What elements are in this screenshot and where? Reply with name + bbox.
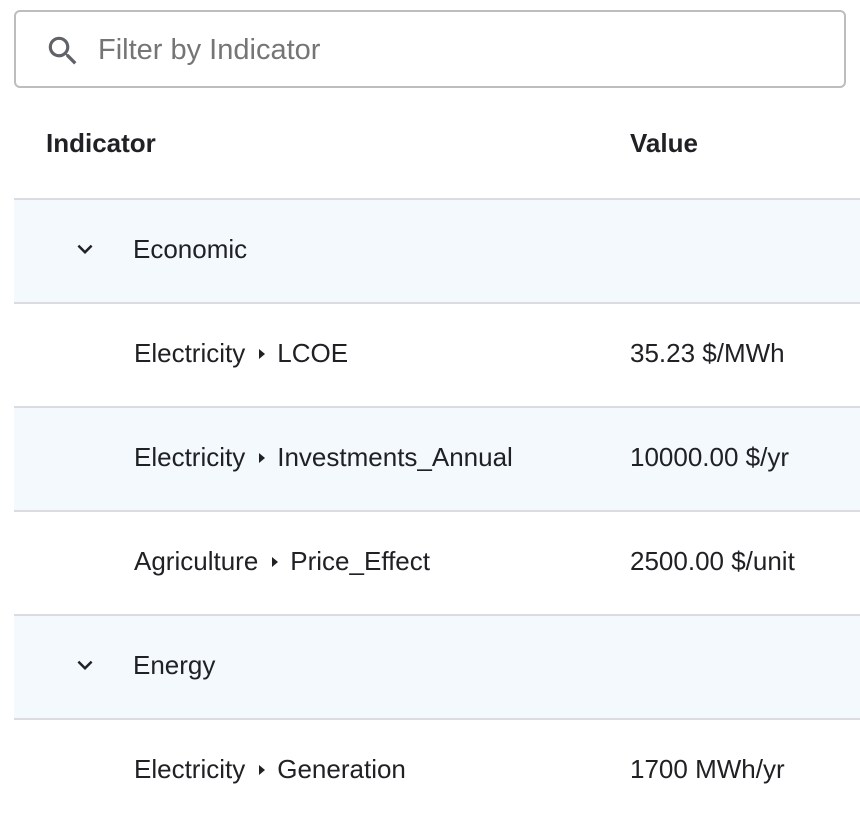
group-row-energy[interactable]: Energy [14,616,860,720]
column-header-value[interactable]: Value [630,128,698,158]
indicator-name: LCOE [277,338,349,368]
table-row[interactable]: Agriculture Price_Effect 2500.00 $/unit [14,512,860,616]
filter-search-box[interactable] [14,10,846,88]
indicator-cell: Electricity Investments_Annual [134,442,513,473]
caret-right-icon [259,764,266,775]
indicator-category: Electricity [134,338,246,368]
column-header-indicator[interactable]: Indicator [46,128,156,158]
chevron-down-icon[interactable] [70,234,100,264]
search-icon [48,36,77,65]
table-row[interactable]: Electricity Generation 1700 MWh/yr [14,720,860,824]
chevron-down-icon[interactable] [70,650,100,680]
caret-right-icon [259,348,266,359]
indicator-category: Electricity [134,442,246,472]
value-cell: 10000.00 $/yr [630,442,790,472]
indicator-category: Agriculture [134,546,259,576]
caret-right-icon [259,452,266,463]
indicator-table: Indicator Value Economic Electricity LCO… [14,96,860,824]
indicator-name: Price_Effect [290,546,430,576]
filter-input[interactable] [98,24,828,76]
caret-right-icon [272,556,279,567]
indicator-cell: Electricity Generation [134,754,406,785]
table-header: Indicator Value [14,96,860,200]
indicator-name: Generation [277,754,406,784]
indicator-category: Electricity [134,754,246,784]
value-cell: 35.23 $/MWh [630,338,785,368]
group-label: Economic [133,234,248,264]
value-cell: 1700 MWh/yr [630,754,785,784]
table-row[interactable]: Electricity LCOE 35.23 $/MWh [14,304,860,408]
indicator-cell: Agriculture Price_Effect [134,546,430,577]
group-row-economic[interactable]: Economic [14,200,860,304]
table-row[interactable]: Electricity Investments_Annual 10000.00 … [14,408,860,512]
indicator-name: Investments_Annual [277,442,513,472]
indicator-cell: Electricity LCOE [134,338,348,369]
value-cell: 2500.00 $/unit [630,546,795,576]
group-label: Energy [133,650,216,680]
